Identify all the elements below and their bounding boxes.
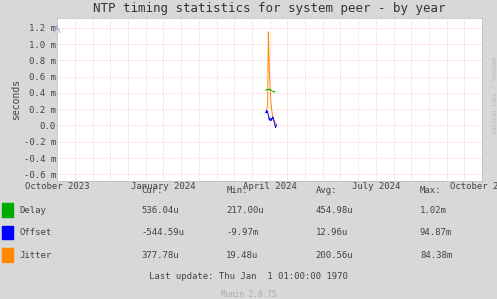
Text: 12.96u: 12.96u [316, 228, 348, 237]
Text: Last update: Thu Jan  1 01:00:00 1970: Last update: Thu Jan 1 01:00:00 1970 [149, 272, 348, 281]
Text: RRDTOOL / TOBI OETIKER: RRDTOOL / TOBI OETIKER [491, 57, 496, 134]
Text: 217.00u: 217.00u [226, 206, 264, 215]
Title: NTP timing statistics for system peer - by year: NTP timing statistics for system peer - … [93, 2, 446, 15]
Text: Delay: Delay [19, 206, 46, 215]
Text: 200.56u: 200.56u [316, 251, 353, 260]
Text: 94.87m: 94.87m [420, 228, 452, 237]
Text: -9.97m: -9.97m [226, 228, 258, 237]
Text: -544.59u: -544.59u [142, 228, 185, 237]
Text: 1.02m: 1.02m [420, 206, 447, 215]
Text: 84.38m: 84.38m [420, 251, 452, 260]
Text: 19.48u: 19.48u [226, 251, 258, 260]
Text: Avg:: Avg: [316, 186, 337, 195]
Text: Min:: Min: [226, 186, 248, 195]
Text: Max:: Max: [420, 186, 441, 195]
Y-axis label: seconds: seconds [11, 79, 21, 120]
Text: Offset: Offset [19, 228, 52, 237]
Text: 377.78u: 377.78u [142, 251, 179, 260]
Text: Jitter: Jitter [19, 251, 52, 260]
Text: Cur:: Cur: [142, 186, 163, 195]
Text: Munin 2.0.75: Munin 2.0.75 [221, 290, 276, 299]
Text: 454.98u: 454.98u [316, 206, 353, 215]
Text: 536.04u: 536.04u [142, 206, 179, 215]
